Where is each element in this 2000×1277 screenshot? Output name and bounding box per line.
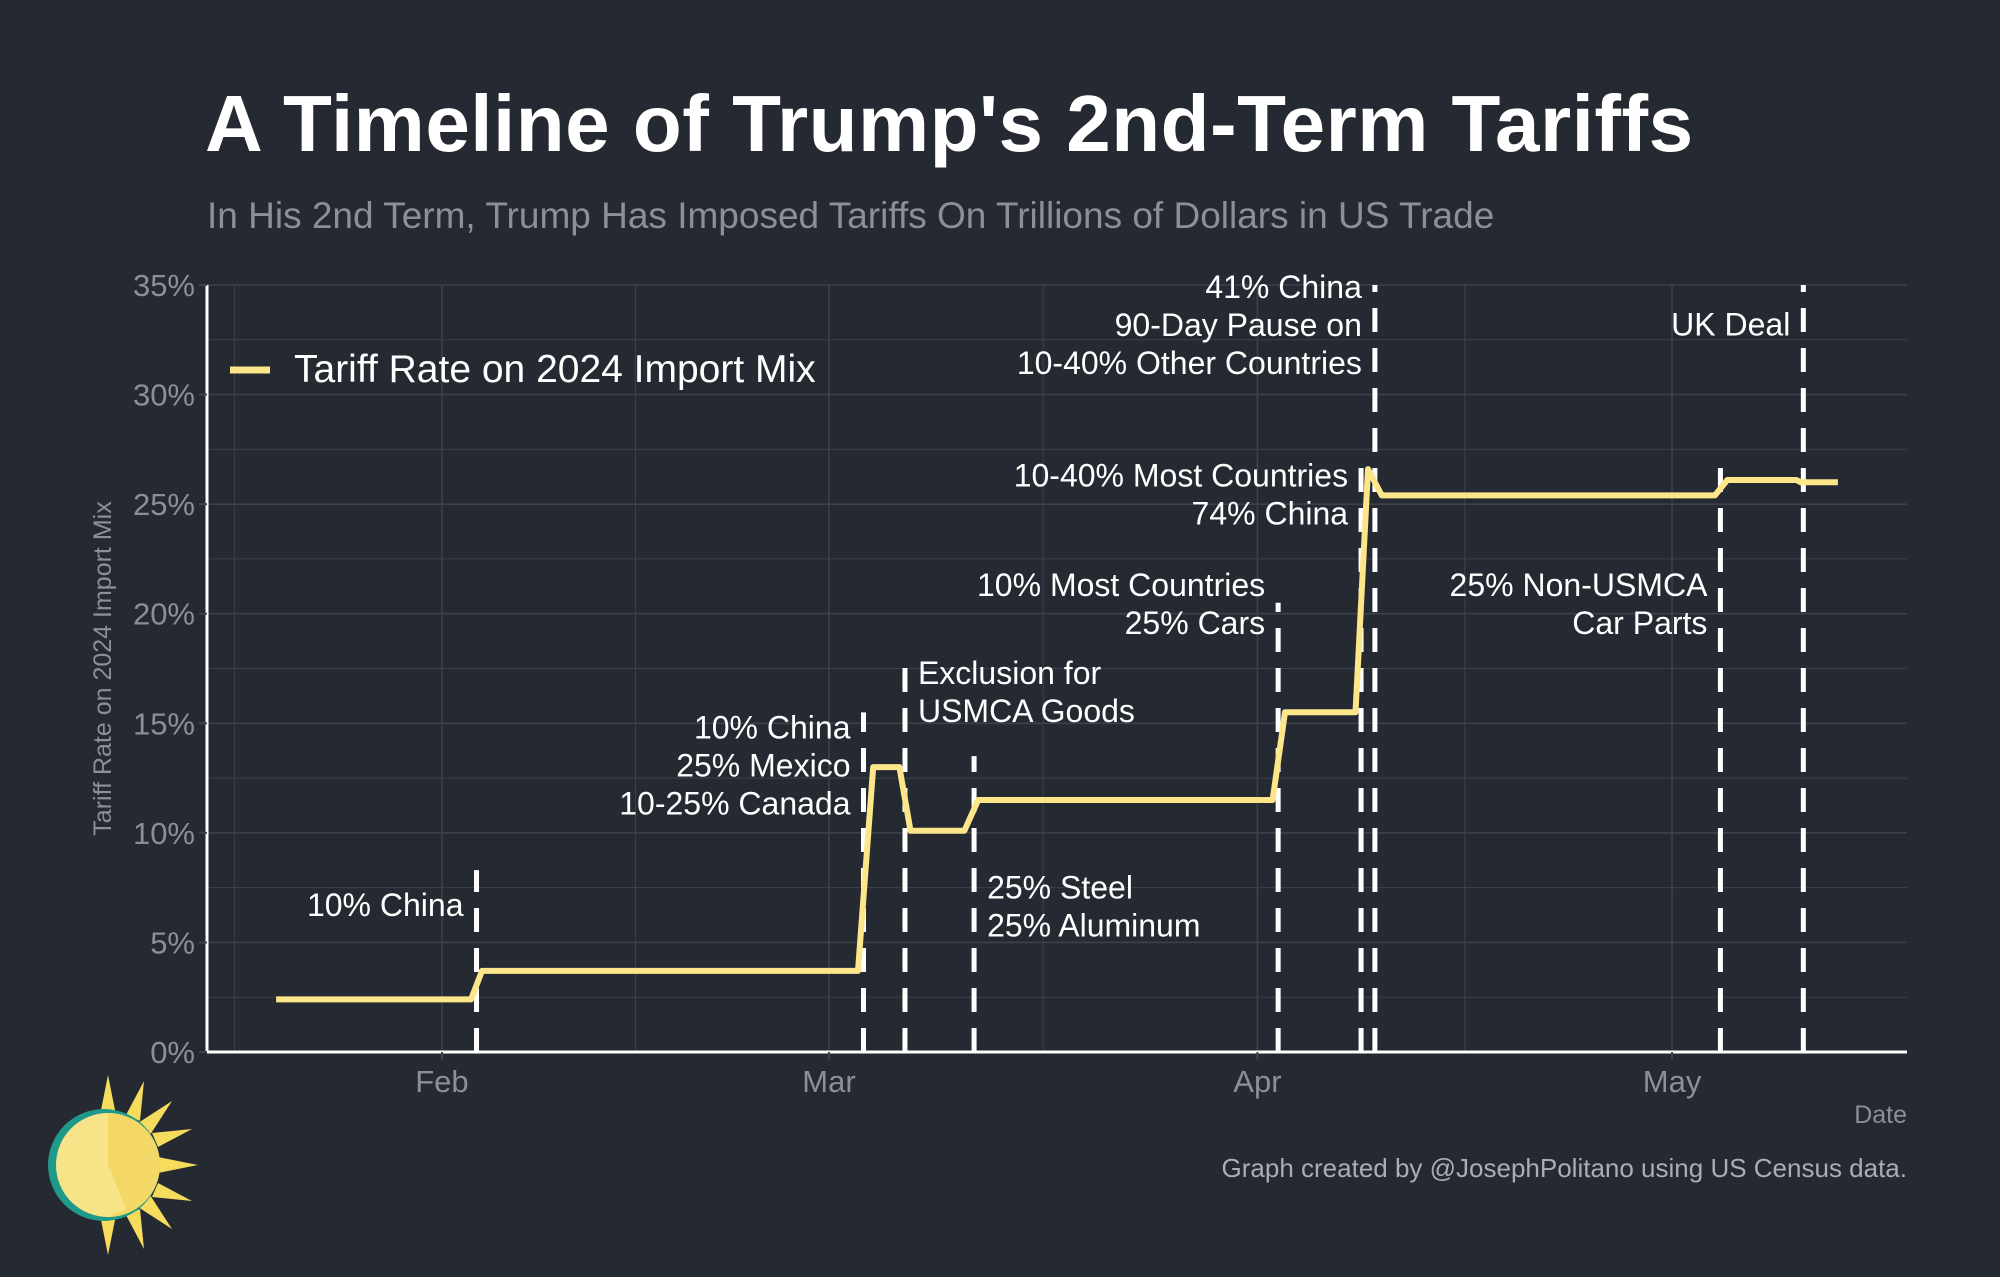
y-tick-label: 30% xyxy=(133,378,195,413)
y-tick-label: 15% xyxy=(133,706,195,741)
annotation-label: USMCA Goods xyxy=(918,693,1135,729)
annotation-label: 41% China xyxy=(1205,269,1362,305)
annotation-label: 10% Most Countries xyxy=(977,567,1265,603)
x-axis-title: Date xyxy=(1854,1101,1907,1129)
annotation-label: 10% China xyxy=(307,887,464,923)
x-tick-label: Apr xyxy=(1233,1064,1281,1099)
x-tick-label: Feb xyxy=(415,1064,468,1099)
chart-subtitle: In His 2nd Term, Trump Has Imposed Tarif… xyxy=(207,195,1495,236)
annotation-label: 25% Mexico xyxy=(676,748,850,784)
y-tick-label: 20% xyxy=(133,597,195,632)
y-tick-label: 35% xyxy=(133,268,195,303)
axes: 0% 5% 10% 15% 20% 25% 30% 35% Feb Mar Apr May Tariff… xyxy=(89,268,1907,1129)
x-tick-label: May xyxy=(1643,1064,1702,1099)
y-tick-label: 5% xyxy=(150,925,195,960)
annotation-label: 10-40% Most Countries xyxy=(1014,458,1348,494)
annotation-label: Car Parts xyxy=(1572,605,1707,641)
grid-lines xyxy=(207,284,1907,1053)
annotation-label: Exclusion for xyxy=(918,655,1102,691)
annotation-label: 25% Non-USMCA xyxy=(1450,567,1709,603)
annotation-label: 10% China xyxy=(694,710,851,746)
source-credit: Graph created by @JosephPolitano using U… xyxy=(1221,1153,1907,1183)
annotation-label: 25% Cars xyxy=(1125,605,1266,641)
series-line-tariff-rate xyxy=(276,466,1838,1003)
y-tick-label: 10% xyxy=(133,816,195,851)
y-tick-label: 25% xyxy=(133,487,195,522)
annotation-label: 25% Steel xyxy=(987,870,1133,906)
legend: Tariff Rate on 2024 Import Mix xyxy=(230,348,816,391)
sun-logo-icon xyxy=(48,1075,198,1255)
annotation-label: 10-40% Other Countries xyxy=(1017,345,1362,381)
annotation-label: 74% China xyxy=(1192,496,1349,532)
annotation-label: 10-25% Canada xyxy=(619,786,850,822)
y-axis-title: Tariff Rate on 2024 Import Mix xyxy=(89,501,117,836)
y-tick-label: 0% xyxy=(150,1035,195,1070)
annotation-label: 25% Aluminum xyxy=(987,908,1200,944)
legend-label: Tariff Rate on 2024 Import Mix xyxy=(294,348,816,391)
annotation-label: 90-Day Pause on xyxy=(1115,307,1362,343)
annotation-label: UK Deal xyxy=(1671,306,1790,342)
x-tick-label: Mar xyxy=(802,1064,855,1099)
series-layer xyxy=(276,466,1838,1003)
chart-title: A Timeline of Trump's 2nd-Term Tariffs xyxy=(205,79,1694,168)
